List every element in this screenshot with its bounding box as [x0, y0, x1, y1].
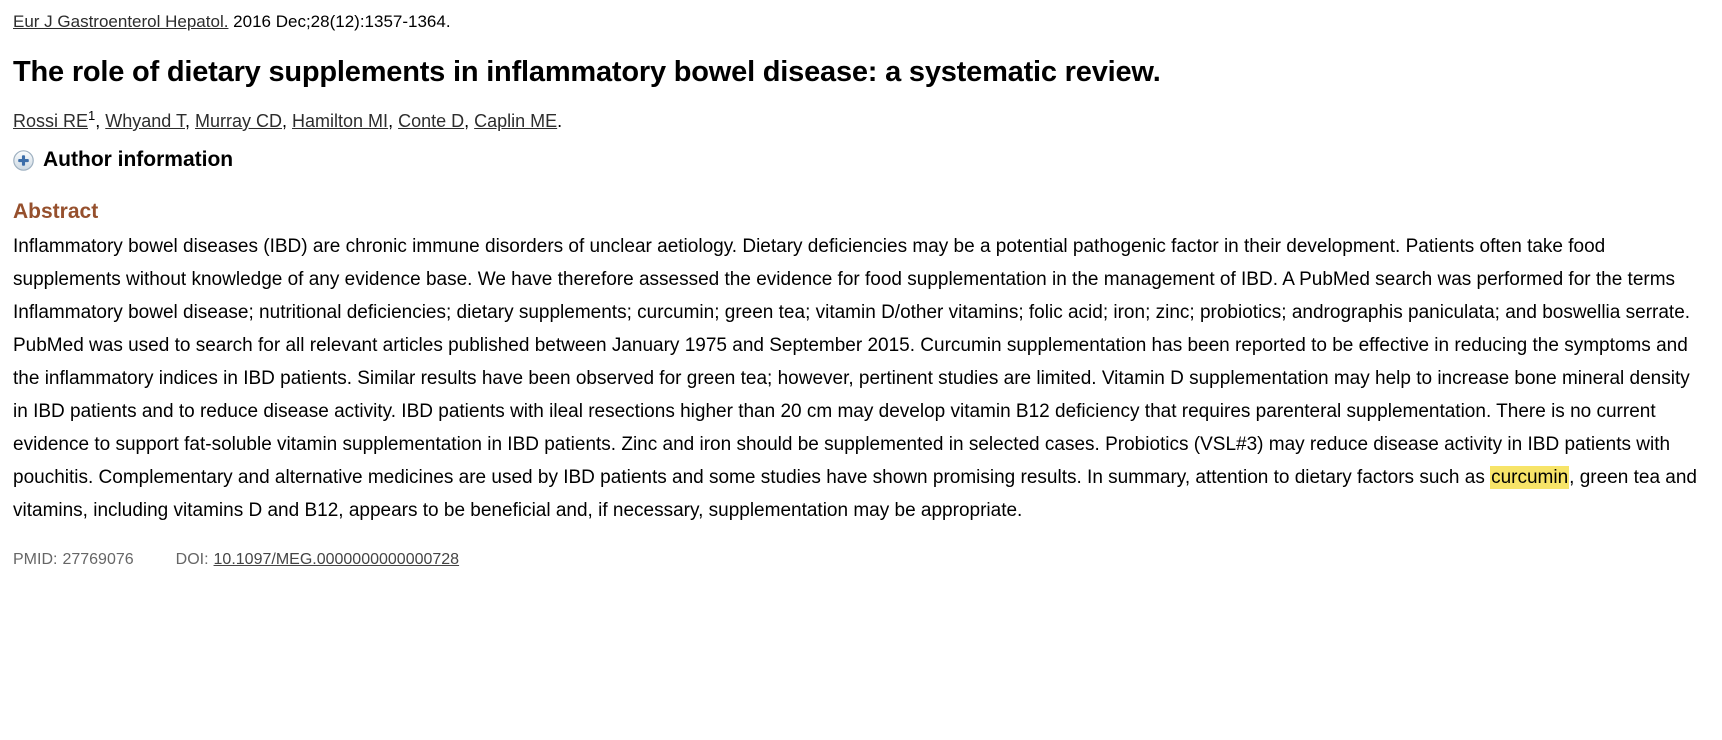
author-link[interactable]: Rossi RE — [13, 111, 89, 131]
doi-group: DOI: 10.1097/MEG.0000000000000728 — [176, 551, 459, 569]
journal-citation: Eur J Gastroenterol Hepatol. 2016 Dec;28… — [13, 11, 1709, 33]
doi-link[interactable]: 10.1097/MEG.0000000000000728 — [213, 551, 460, 568]
abstract-text-before: Inflammatory bowel diseases (IBD) are ch… — [13, 236, 1691, 488]
author-affiliation-sup: 1 — [88, 108, 96, 123]
author-information-label: Author information — [43, 148, 234, 171]
author-separator: , — [388, 111, 399, 131]
author-link[interactable]: Caplin ME — [474, 111, 558, 131]
author-link[interactable]: Whyand T — [105, 111, 185, 131]
abstract-text-after: , green tea and vitamins, including vita… — [13, 467, 1697, 521]
author-separator: . — [557, 111, 563, 131]
author-link[interactable]: Conte D — [398, 111, 465, 131]
plus-expand-icon[interactable] — [13, 149, 34, 171]
search-term-highlight: curcumin — [1490, 466, 1570, 489]
author-link[interactable]: Hamilton MI — [292, 111, 389, 131]
abstract-text: Inflammatory bowel diseases (IBD) are ch… — [13, 230, 1709, 527]
pmid-value: 27769076 — [62, 551, 134, 568]
author-separator: , — [95, 111, 106, 131]
author-link[interactable]: Murray CD — [195, 111, 283, 131]
author-separator: , — [184, 111, 195, 131]
author-separator: , — [464, 111, 475, 131]
abstract-heading: Abstract — [13, 200, 99, 223]
article-ids-row: PMID: 27769076 DOI: 10.1097/MEG.000000000… — [13, 551, 1709, 569]
pmid-label: PMID: — [13, 551, 58, 568]
citation-details: 2016 Dec;28(12):1357-1364. — [228, 12, 451, 31]
journal-link[interactable]: Eur J Gastroenterol Hepatol. — [13, 12, 229, 31]
author-separator: , — [282, 111, 293, 131]
doi-label: DOI: — [175, 551, 209, 568]
author-list: Rossi RE1, Whyand T, Murray CD, Hamilton… — [13, 109, 1709, 133]
author-information-toggle[interactable]: Author information — [13, 148, 233, 172]
article-title: The role of dietary supplements in infla… — [13, 56, 1161, 88]
